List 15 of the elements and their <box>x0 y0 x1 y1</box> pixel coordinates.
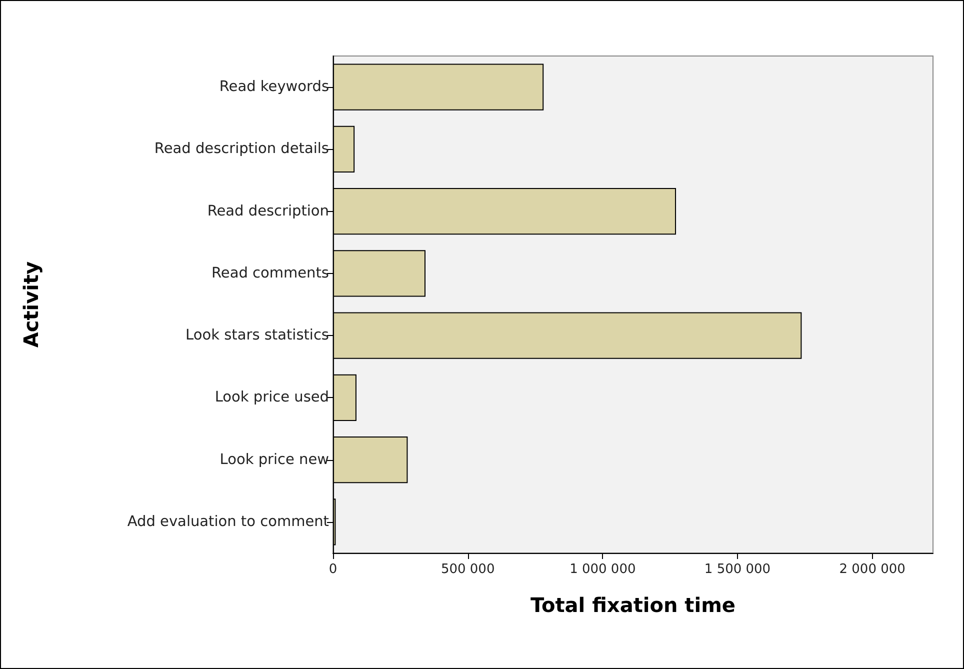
x-tick-label: 1 000 000 <box>570 562 636 577</box>
y-tick-label: Read comments <box>212 265 329 282</box>
y-tick-label: Read description details <box>154 141 329 158</box>
y-tick-label: Read keywords <box>219 79 329 96</box>
y-tick-label: Look price used <box>214 390 329 406</box>
y-tick-label: Add evaluation to comment <box>127 514 330 530</box>
x-axis-title: Total fixation time <box>530 593 736 617</box>
x-tick-label: 2 000 000 <box>839 562 906 577</box>
x-tick-label: 1 500 000 <box>704 562 771 577</box>
x-tick-label: 0 <box>328 562 338 577</box>
y-tick-label: Read description <box>207 203 329 220</box>
y-tick-label: Look stars statistics <box>186 328 329 344</box>
y-tick-label: Look price new <box>220 452 330 468</box>
y-axis-title: Activity <box>19 261 43 348</box>
x-tick-label: 500 000 <box>440 562 495 577</box>
